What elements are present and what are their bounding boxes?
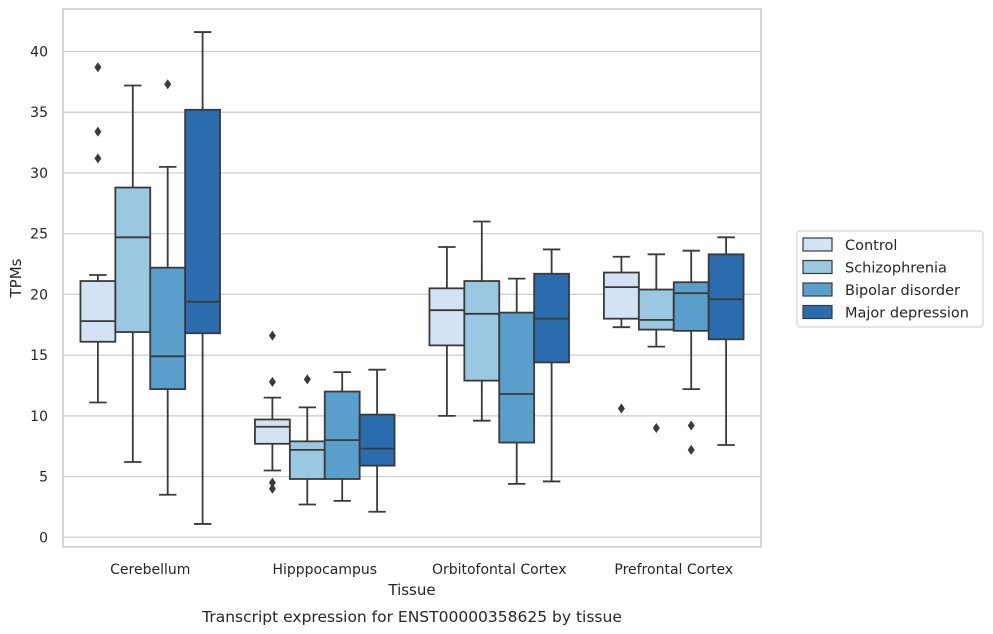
- box-body: [637, 288, 675, 331]
- y-tick-label: 40: [30, 45, 48, 61]
- y-axis-label: TPMs: [7, 258, 25, 298]
- legend-frame: [796, 230, 984, 328]
- outlier-point: [94, 62, 102, 73]
- legend-item: Major depression: [802, 304, 969, 322]
- chart-caption: Transcript expression for ENST0000035862…: [201, 608, 622, 626]
- box: [428, 246, 466, 417]
- box: [672, 249, 710, 455]
- x-tick-label: Prefrontal Cortex: [614, 562, 733, 578]
- y-tick-label: 0: [39, 530, 48, 546]
- box: [707, 236, 745, 446]
- outlier-point: [164, 79, 172, 90]
- box: [603, 255, 640, 414]
- legend-swatch: [802, 304, 833, 320]
- outlier-point: [687, 444, 695, 455]
- legend-item: Schizophrenia: [802, 259, 947, 277]
- box-body: [498, 311, 536, 444]
- legend-item: Bipolar disorder: [802, 282, 960, 299]
- box-body: [79, 280, 117, 343]
- outlier-point: [268, 477, 276, 488]
- x-tick-label: Orbitofontal Cortex: [432, 562, 567, 578]
- x-tick-labels: Cerebellum Hipppocampus Orbitofontal Corte…: [110, 562, 733, 578]
- outlier-point: [652, 422, 660, 433]
- legend: Control Schizophrenia Bipolar disorder Majo…: [796, 230, 984, 328]
- box: [184, 31, 221, 525]
- x-tick-label: Hipppocampus: [272, 562, 377, 578]
- y-tick-label: 10: [30, 409, 48, 425]
- outlier-point: [268, 483, 276, 494]
- box-body: [672, 281, 710, 332]
- box-body: [707, 253, 745, 341]
- box: [637, 253, 675, 433]
- box: [323, 371, 361, 502]
- outlier-point: [617, 403, 625, 414]
- outlier-point: [94, 153, 102, 164]
- y-tick-label: 20: [30, 287, 48, 303]
- box-body: [358, 413, 396, 467]
- outlier-point: [303, 374, 311, 385]
- legend-label: Schizophrenia: [845, 261, 947, 277]
- boxes: [79, 31, 745, 525]
- x-tick-label: Cerebellum: [110, 562, 190, 578]
- box-body: [428, 287, 466, 347]
- plot-frame: [62, 8, 762, 548]
- y-tick-label: 35: [30, 105, 48, 121]
- legend-label: Control: [845, 238, 897, 254]
- outlier-point: [687, 420, 695, 431]
- legend-swatch: [802, 237, 833, 252]
- y-tick-label: 5: [39, 470, 48, 486]
- box: [254, 330, 291, 494]
- y-tick-labels: 0 5 10 15 20 25 30 35 40: [30, 45, 48, 547]
- outlier-point: [268, 330, 276, 341]
- box: [498, 277, 536, 485]
- x-axis-label: Tissue: [387, 581, 435, 599]
- outlier-point: [94, 126, 102, 137]
- legend-label: Bipolar disorder: [845, 283, 960, 299]
- box-body: [288, 440, 326, 480]
- box: [358, 368, 396, 513]
- box-body: [463, 280, 501, 382]
- box: [533, 248, 570, 483]
- y-tick-label: 25: [30, 227, 48, 243]
- box: [149, 79, 187, 496]
- y-tick-label: 30: [30, 166, 48, 182]
- legend-label: Major depression: [845, 306, 969, 322]
- box-body: [254, 418, 291, 445]
- box: [79, 62, 117, 404]
- box-body: [184, 108, 221, 335]
- box-body: [323, 390, 361, 480]
- box-body: [603, 271, 640, 320]
- legend-swatch: [802, 259, 833, 275]
- box-body: [114, 186, 152, 333]
- y-tick-label: 15: [30, 348, 48, 364]
- outlier-point: [268, 376, 276, 387]
- legend-item: Control: [802, 237, 897, 254]
- box-body: [149, 266, 187, 391]
- box: [114, 84, 152, 463]
- box: [463, 220, 501, 422]
- box: [288, 374, 326, 506]
- legend-swatch: [802, 282, 833, 297]
